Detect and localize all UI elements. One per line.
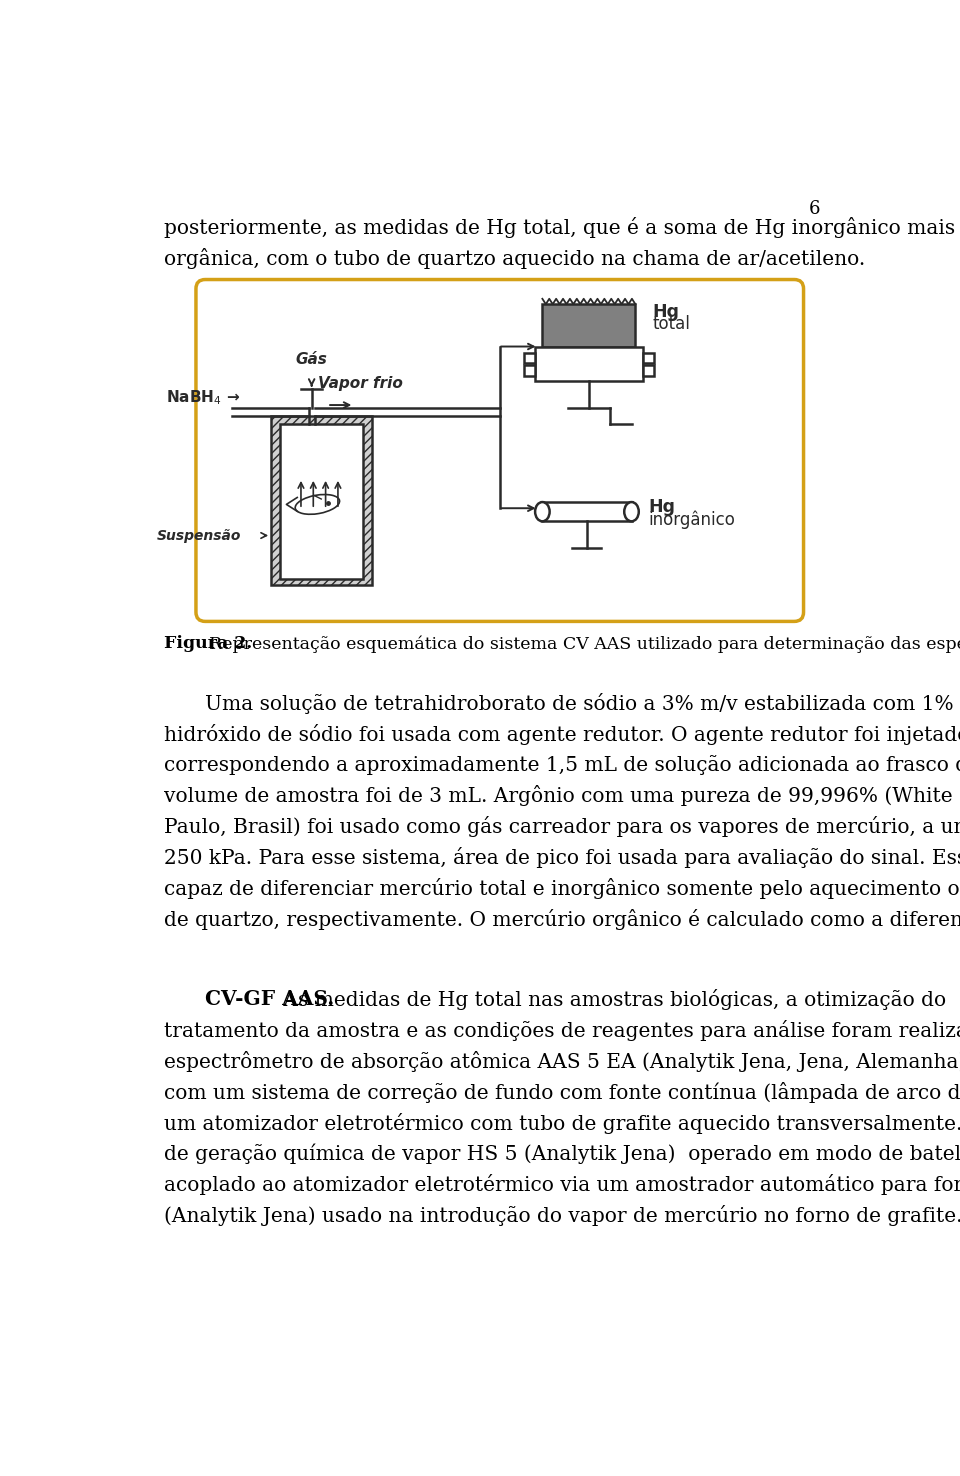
Text: 250 kPa. Para esse sistema, área de pico foi usada para avaliação do sinal. Esse: 250 kPa. Para esse sistema, área de pico…	[164, 847, 960, 868]
Text: Hg: Hg	[649, 497, 676, 517]
Text: CV-GF AAS.: CV-GF AAS.	[205, 989, 334, 1010]
Text: de geração química de vapor HS 5 (Analytik Jena)  operado em modo de batelada, f: de geração química de vapor HS 5 (Analyt…	[164, 1144, 960, 1165]
Text: Representação esquemática do sistema CV AAS utilizado para determinação das espé: Representação esquemática do sistema CV …	[209, 635, 960, 652]
Text: volume de amostra foi de 3 mL. Argônio com uma pureza de 99,996% (White Martins,: volume de amostra foi de 3 mL. Argônio c…	[164, 785, 960, 806]
Text: total: total	[653, 316, 690, 334]
Text: (Analytik Jena) usado na introdução do vapor de mercúrio no forno de grafite. O : (Analytik Jena) usado na introdução do v…	[164, 1204, 960, 1227]
Text: espectrômetro de absorção atômica AAS 5 EA (Analytik Jena, Jena, Alemanha) equip: espectrômetro de absorção atômica AAS 5 …	[164, 1051, 960, 1072]
Bar	[280, 424, 363, 579]
Text: correspondendo a aproximadamente 1,5 mL de solução adicionada ao frasco de reaçã: correspondendo a aproximadamente 1,5 mL …	[164, 754, 960, 775]
Text: acoplado ao atomizador eletrotérmico via um amostrador automático para forno MPE: acoplado ao atomizador eletrotérmico via…	[164, 1175, 960, 1196]
Text: um atomizador eletrotérmico com tubo de grafite aquecido transversalmente. Um si: um atomizador eletrotérmico com tubo de …	[164, 1113, 960, 1134]
Text: Uma solução de tetrahidroborato de sódio a 3% m/v estabilizada com 1% m/v de: Uma solução de tetrahidroborato de sódio…	[205, 694, 960, 714]
Text: inorgânico: inorgânico	[649, 511, 735, 528]
Text: tratamento da amostra e as condições de reagentes para análise foram realizadas : tratamento da amostra e as condições de …	[164, 1020, 960, 1041]
Bar	[643, 353, 654, 363]
Text: 6: 6	[808, 201, 820, 218]
Ellipse shape	[296, 494, 340, 514]
Bar	[542, 304, 636, 347]
Text: Hg: Hg	[653, 303, 680, 320]
Text: Paulo, Brasil) foi usado como gás carreador para os vapores de mercúrio, a uma p: Paulo, Brasil) foi usado como gás carrea…	[164, 816, 960, 837]
Text: com um sistema de correção de fundo com fonte contínua (lâmpada de arco de deuté: com um sistema de correção de fundo com …	[164, 1082, 960, 1103]
Ellipse shape	[624, 502, 638, 521]
Text: de quartzo, respectivamente. O mercúrio orgânico é calculado como a diferença.: de quartzo, respectivamente. O mercúrio …	[164, 909, 960, 930]
Text: Vapor frio: Vapor frio	[318, 376, 402, 391]
Bar	[535, 347, 643, 381]
Ellipse shape	[535, 502, 550, 521]
Text: Figura 2.: Figura 2.	[164, 635, 252, 652]
Text: As medidas de Hg total nas amostras biológicas, a otimização do: As medidas de Hg total nas amostras biol…	[276, 989, 946, 1011]
Text: hidróxido de sódio foi usada com agente redutor. O agente redutor foi injetado p: hidróxido de sódio foi usada com agente …	[164, 723, 960, 745]
Text: posteriormente, as medidas de Hg total, que é a soma de Hg inorgânico mais Hg na: posteriormente, as medidas de Hg total, …	[164, 217, 960, 238]
Text: NaBH$_4$ →: NaBH$_4$ →	[166, 388, 241, 406]
Bar	[542, 502, 632, 521]
Text: capaz de diferenciar mercúrio total e inorgânico somente pelo aquecimento ou não: capaz de diferenciar mercúrio total e in…	[164, 878, 960, 899]
FancyBboxPatch shape	[196, 279, 804, 621]
Bar	[524, 353, 535, 363]
Text: orgânica, com o tubo de quartzo aquecido na chama de ar/acetileno.: orgânica, com o tubo de quartzo aquecido…	[164, 248, 865, 269]
Text: Gás: Gás	[296, 353, 327, 368]
Bar	[524, 365, 535, 376]
Text: Suspensão: Suspensão	[156, 528, 241, 543]
Bar	[271, 416, 372, 584]
Bar	[643, 365, 654, 376]
